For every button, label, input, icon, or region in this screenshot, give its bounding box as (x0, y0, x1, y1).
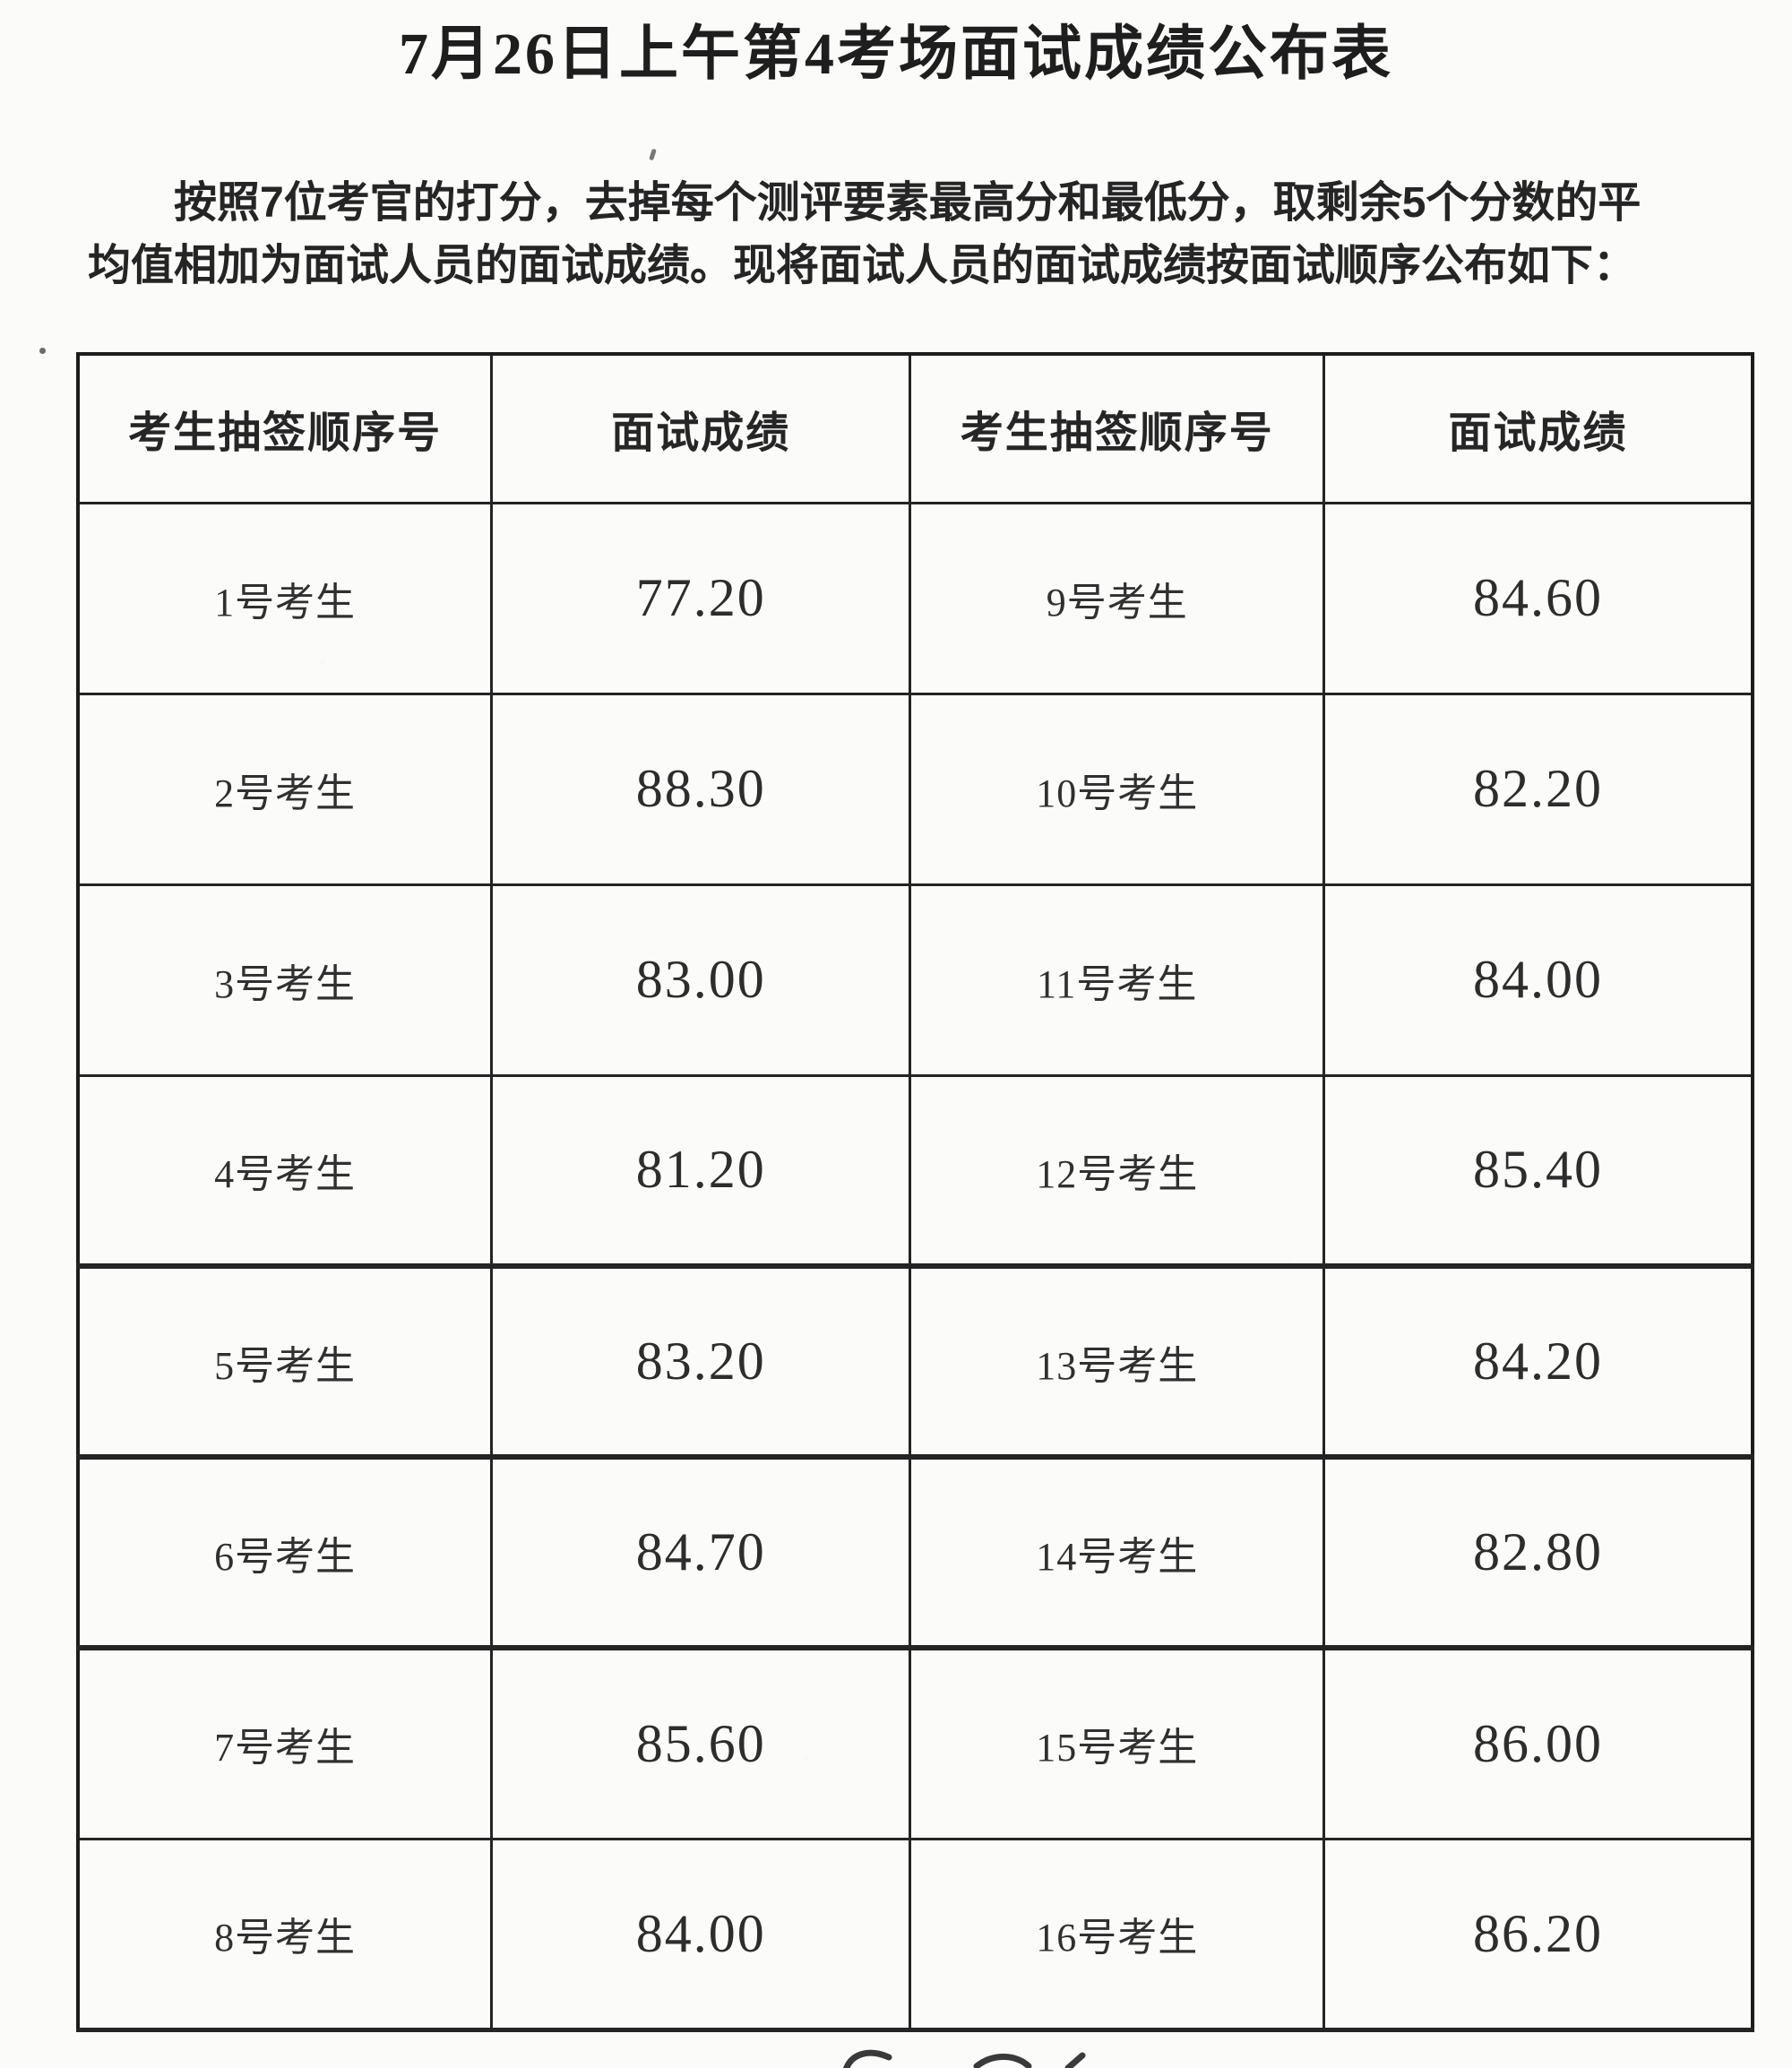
score-cell: 85.40 (1322, 1073, 1754, 1268)
candidate-cell: 12号考生 (909, 1073, 1326, 1268)
score-cell: 84.60 (1322, 501, 1754, 695)
score-cell: 86.00 (1322, 1645, 1754, 1840)
score-cell: 82.20 (1322, 692, 1754, 886)
score-cell: 84.00 (490, 1837, 912, 2032)
score-cell: 77.20 (490, 501, 912, 695)
candidate-cell: 15号考生 (909, 1645, 1326, 1840)
table-row: 7号考生 85.60 15号考生 86.00 (76, 1645, 1754, 1840)
candidate-cell: 13号考生 (909, 1263, 1326, 1459)
score-table: 考生抽签顺序号 面试成绩 考生抽签顺序号 面试成绩 1号考生 77.20 9号考… (76, 352, 1754, 2032)
page-title: 7月26日上午第4考场面试成绩公布表 (399, 22, 1393, 87)
candidate-cell: 5号考生 (76, 1263, 494, 1459)
table-row: 8号考生 84.00 16号考生 86.20 (76, 1837, 1754, 2032)
candidate-cell: 8号考生 (76, 1837, 494, 2032)
candidate-cell: 3号考生 (76, 883, 494, 1077)
column-header: 面试成绩 (1322, 352, 1754, 504)
column-header: 考生抽签顺序号 (76, 352, 494, 504)
table-row: 1号考生 77.20 9号考生 84.60 (76, 501, 1754, 695)
table-row: 3号考生 83.00 11号考生 84.00 (76, 883, 1754, 1077)
intro-line: 按照7位考官的打分，去掉每个测评要素最高分和最低分，取剩余5个分数的平 (174, 179, 1641, 227)
score-cell: 83.20 (490, 1263, 912, 1459)
column-header: 考生抽签顺序号 (909, 352, 1326, 504)
candidate-cell: 10号考生 (909, 692, 1326, 886)
candidate-cell: 9号考生 (909, 501, 1326, 695)
candidate-cell: 6号考生 (76, 1454, 494, 1650)
score-cell: 84.20 (1322, 1263, 1754, 1459)
score-cell: 81.20 (490, 1073, 912, 1268)
candidate-cell: 1号考生 (76, 501, 494, 695)
score-cell: 84.00 (1322, 883, 1754, 1077)
candidate-cell: 16号考生 (909, 1837, 1326, 2032)
table-row: 5号考生 83.20 13号考生 84.20 (76, 1263, 1754, 1459)
score-cell: 82.80 (1322, 1454, 1754, 1650)
score-cell: 83.00 (490, 883, 912, 1077)
candidate-cell: 11号考生 (909, 883, 1326, 1077)
scan-speck-icon (39, 348, 46, 354)
candidate-cell: 2号考生 (76, 692, 494, 886)
table-row: 2号考生 88.30 10号考生 82.20 (76, 692, 1754, 886)
score-cell: 86.20 (1322, 1837, 1754, 2032)
candidate-cell: 4号考生 (76, 1073, 494, 1268)
candidate-cell: 7号考生 (76, 1645, 494, 1840)
candidate-cell: 14号考生 (909, 1454, 1326, 1650)
scan-speck-icon (649, 148, 657, 161)
score-cell: 85.60 (490, 1645, 912, 1840)
column-header: 面试成绩 (490, 352, 912, 504)
table-row: 4号考生 81.20 12号考生 85.40 (76, 1073, 1754, 1268)
score-cell: 84.70 (490, 1454, 912, 1650)
table-row: 6号考生 84.70 14号考生 82.80 (76, 1454, 1754, 1650)
score-cell: 88.30 (490, 692, 912, 886)
intro-line: 均值相加为面试人员的面试成绩。现将面试人员的面试成绩按面试顺序公布如下： (88, 242, 1637, 289)
handwritten-mark-icon (842, 2039, 1165, 2068)
intro-paragraph: 按照7位考官的打分，去掉每个测评要素最高分和最低分，取剩余5个分数的平 均值相加… (88, 172, 1701, 297)
table-header-row: 考生抽签顺序号 面试成绩 考生抽签顺序号 面试成绩 (76, 352, 1754, 504)
